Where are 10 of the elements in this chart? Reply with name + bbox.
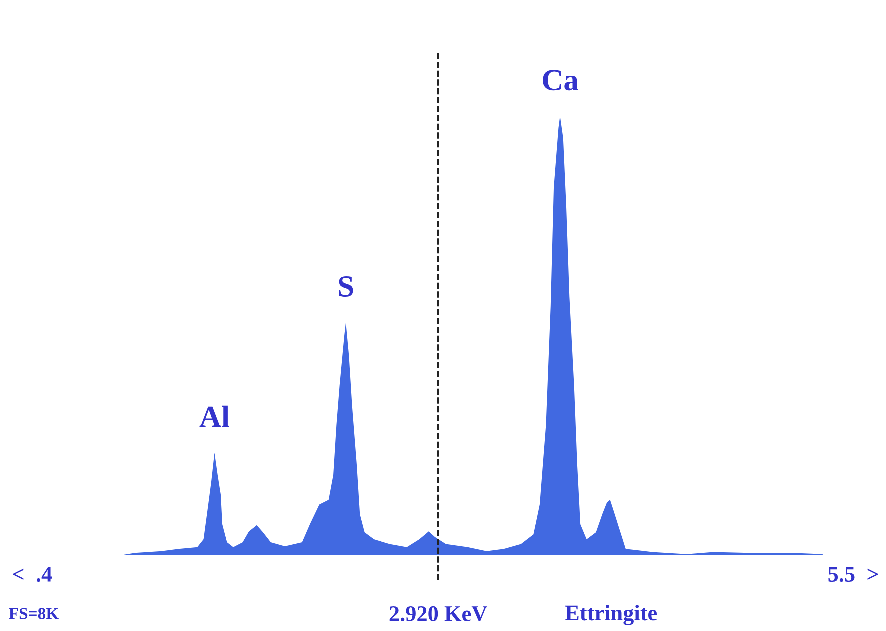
ref-line-label: 2.920 KeV xyxy=(390,606,488,622)
annotation: Ca xyxy=(543,70,578,91)
x-tick-label: 5.5 xyxy=(828,567,855,582)
text: < xyxy=(13,568,24,580)
annotation: S xyxy=(339,276,354,297)
annotation: Al xyxy=(200,406,230,428)
text: Ettringite xyxy=(565,605,658,626)
text: FS=8K xyxy=(9,608,59,620)
text: > xyxy=(868,568,878,580)
x-tick-label: .4 xyxy=(36,567,52,582)
